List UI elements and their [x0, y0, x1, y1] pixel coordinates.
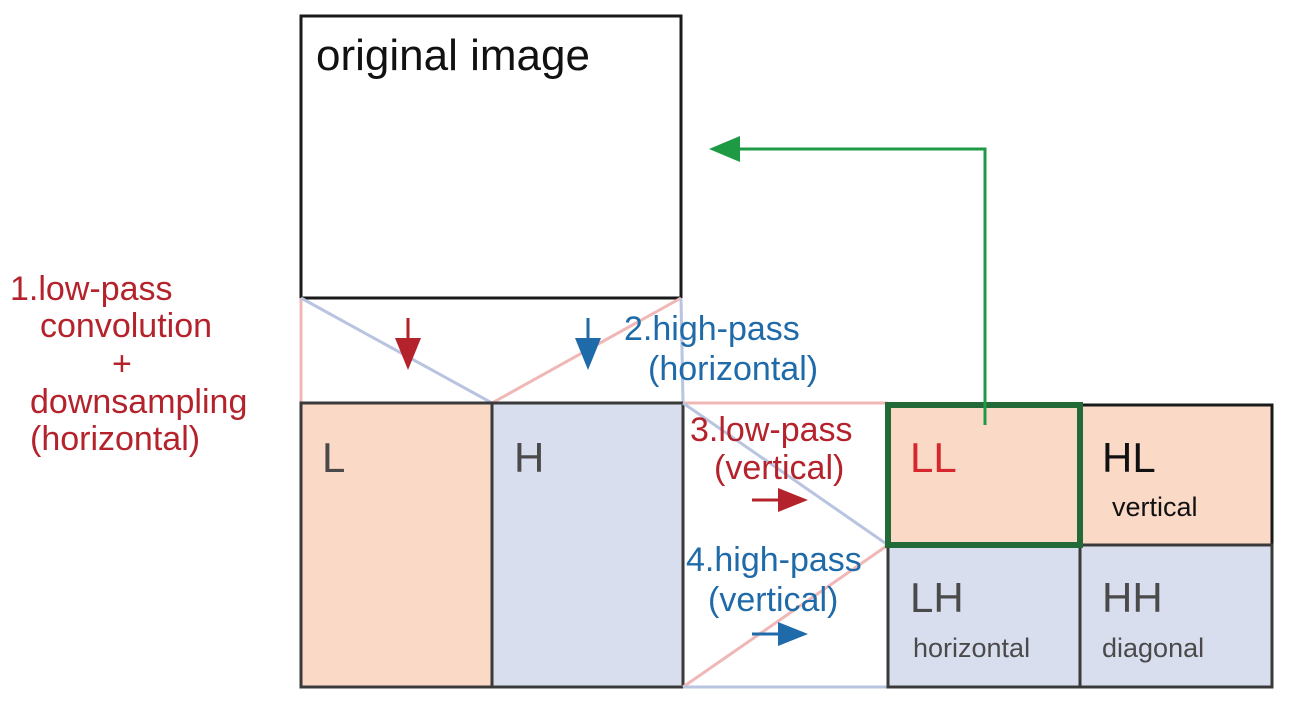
step4-line2: (vertical)	[708, 581, 838, 619]
subband-hl-sublabel: vertical	[1112, 492, 1198, 522]
step1-line1: 1.low-pass	[10, 270, 173, 308]
step2-text: 2.high-pass (horizontal)	[624, 310, 818, 388]
step3-line1: 3.low-pass	[690, 411, 853, 449]
step3-right-arrow	[752, 488, 808, 512]
step4-line1: 4.high-pass	[686, 541, 862, 579]
high-band-label: H	[514, 434, 544, 481]
step2-line2: (horizontal)	[648, 350, 818, 388]
original-image-box	[299, 14, 683, 300]
recursion-arrow	[709, 136, 987, 425]
low-band-l	[299, 401, 494, 689]
subband-hh	[1078, 543, 1274, 689]
subband-hh-label: HH	[1102, 574, 1163, 621]
step3-line2: (vertical)	[714, 449, 844, 487]
step1-line2: convolution	[40, 307, 212, 345]
subband-lh-label: LH	[910, 574, 964, 621]
subband-hh-sublabel: diagonal	[1102, 633, 1204, 663]
subband-ll	[885, 402, 1083, 548]
step1-text: 1.low-pass convolution + downsampling (h…	[10, 270, 247, 458]
step2-line1: 2.high-pass	[624, 310, 800, 348]
subband-hl-label: HL	[1102, 434, 1156, 481]
low-band-label: L	[322, 434, 345, 481]
subband-ll-label: LL	[910, 434, 957, 481]
subband-lh-sublabel: horizontal	[913, 633, 1030, 663]
step1-down-arrow	[395, 318, 421, 370]
projection-lines-stage2	[682, 401, 889, 689]
step3-text: 3.low-pass (vertical)	[690, 411, 853, 487]
step1-line4: downsampling	[30, 383, 247, 421]
step1-line5: (horizontal)	[30, 420, 200, 458]
step1-line3: +	[112, 345, 132, 383]
high-band-h	[490, 401, 685, 689]
step4-right-arrow	[752, 622, 808, 646]
step4-text: 4.high-pass (vertical)	[686, 541, 862, 619]
step2-down-arrow	[575, 318, 601, 370]
original-image-label: original image	[316, 31, 590, 80]
